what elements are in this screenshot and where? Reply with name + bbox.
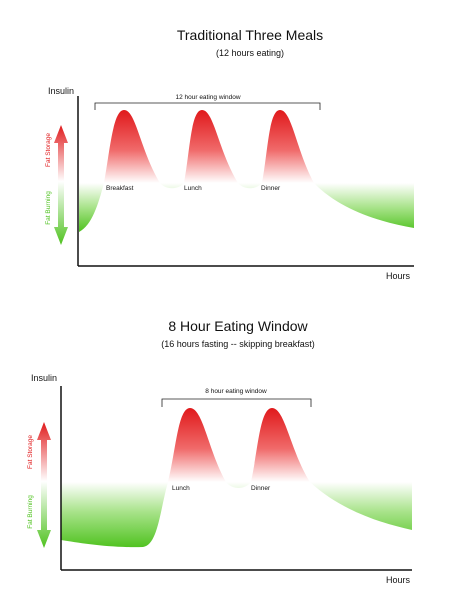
- meal-label: Dinner: [251, 485, 271, 492]
- eating-window-bracket: [161, 398, 312, 407]
- insulin-peak-dinner: [251, 408, 310, 482]
- insulin-diagram-8-hour: 8 Hour Eating Window (16 hours fasting -…: [27, 318, 412, 585]
- insulin-diagram-traditional: Traditional Three Meals (12 hours eating…: [45, 27, 414, 281]
- fat-burning-label: Fat Burning: [27, 495, 34, 529]
- fat-storage-label: Fat Storage: [27, 435, 34, 469]
- y-axis-label: Insulin: [31, 373, 57, 383]
- eating-window-label: 8 hour eating window: [205, 388, 267, 395]
- insulin-peak-lunch: [168, 408, 226, 482]
- fat-storage-label: Fat Storage: [45, 133, 52, 167]
- storage-burning-arrow: [37, 422, 51, 548]
- fat-burning-dip-dinner: [238, 183, 262, 189]
- storage-burning-arrow: [54, 125, 68, 245]
- eating-window-bracket: [94, 102, 321, 110]
- fat-burning-area: [61, 482, 168, 548]
- diagram-title: 8 Hour Eating Window: [168, 318, 308, 334]
- diagram-8-hour-eating-window: 8 Hour Eating Window (16 hours fasting -…: [0, 300, 450, 600]
- fat-burning-label: Fat Burning: [45, 191, 52, 225]
- meal-label: Lunch: [184, 185, 202, 192]
- x-axis-label: Hours: [386, 271, 411, 281]
- fat-burning-tail: [310, 482, 412, 530]
- y-axis-label: Insulin: [48, 86, 74, 96]
- diagram-title: Traditional Three Meals: [177, 27, 323, 43]
- meal-label: Breakfast: [106, 185, 134, 192]
- fat-burning-dip-lunch: [160, 183, 184, 189]
- meal-label: Lunch: [172, 485, 190, 492]
- fat-burning-tail: [314, 183, 414, 228]
- diagram-subtitle: (16 hours fasting -- skipping breakfast): [161, 339, 315, 349]
- insulin-peak-lunch: [184, 110, 238, 183]
- fat-burning-area: [79, 183, 104, 232]
- eating-window-label: 12 hour eating window: [175, 94, 240, 101]
- x-axis-label: Hours: [386, 575, 411, 585]
- insulin-peak-dinner: [262, 110, 314, 183]
- meal-label: Dinner: [261, 185, 281, 192]
- diagram-traditional-three-meals: Traditional Three Meals (12 hours eating…: [0, 0, 450, 290]
- diagram-subtitle: (12 hours eating): [216, 48, 284, 58]
- fat-burning-dip-dinner: [226, 482, 251, 488]
- insulin-peak-breakfast: [104, 110, 160, 183]
